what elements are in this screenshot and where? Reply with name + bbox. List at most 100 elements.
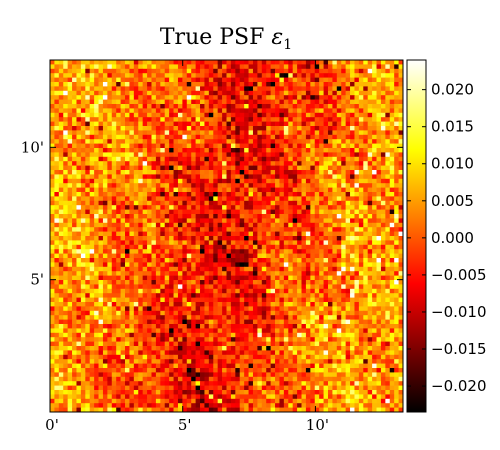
- heatmap-cell: [125, 214, 130, 219]
- heatmap-cell: [98, 64, 104, 70]
- heatmap-cell: [261, 244, 267, 250]
- heatmap-cell: [305, 306, 311, 312]
- heatmap-cell: [288, 60, 294, 65]
- heatmap-cell: [261, 288, 267, 294]
- heatmap-cell: [147, 253, 152, 259]
- heatmap-cell: [327, 271, 333, 276]
- heatmap-cell: [358, 240, 364, 246]
- heatmap-cell: [222, 90, 227, 96]
- heatmap-cell: [200, 183, 205, 188]
- heatmap-cell: [111, 284, 117, 290]
- heatmap-cell: [94, 73, 99, 78]
- heatmap-cell: [182, 218, 188, 224]
- heatmap-cell: [270, 148, 276, 153]
- heatmap-cell: [283, 108, 289, 114]
- heatmap-cell: [191, 302, 196, 307]
- heatmap-cell: [111, 275, 117, 281]
- heatmap-cell: [111, 231, 117, 237]
- heatmap-cell: [94, 227, 99, 232]
- heatmap-cell: [111, 324, 117, 329]
- heatmap-cell: [372, 293, 377, 298]
- heatmap-cell: [80, 90, 86, 96]
- heatmap-cell: [336, 227, 342, 232]
- heatmap-cell: [160, 200, 166, 206]
- heatmap-cell: [111, 218, 117, 224]
- heatmap-cell: [72, 253, 77, 259]
- heatmap-cell: [350, 117, 355, 122]
- heatmap-cell: [67, 293, 73, 298]
- heatmap-cell: [336, 183, 342, 188]
- heatmap-cell: [394, 152, 399, 158]
- heatmap-cell: [248, 68, 254, 74]
- heatmap-cell: [230, 86, 236, 92]
- heatmap-cell: [133, 99, 139, 105]
- heatmap-cell: [142, 99, 148, 105]
- heatmap-cell: [107, 60, 113, 65]
- heatmap-cell: [200, 86, 205, 92]
- heatmap-cell: [354, 222, 360, 228]
- heatmap-cell: [394, 161, 399, 166]
- heatmap-cell: [239, 112, 245, 118]
- heatmap-cell: [177, 192, 183, 197]
- heatmap-cell: [85, 240, 91, 246]
- heatmap-cell: [111, 148, 117, 153]
- heatmap-cell: [257, 297, 263, 303]
- heatmap-cell: [257, 82, 263, 87]
- heatmap-cell: [102, 284, 108, 290]
- heatmap-cell: [80, 156, 86, 162]
- heatmap-cell: [372, 227, 377, 232]
- heatmap-cell: [372, 222, 377, 228]
- heatmap-cell: [63, 108, 68, 114]
- heatmap-cell: [270, 174, 276, 180]
- heatmap-cell: [89, 200, 95, 206]
- heatmap-cell: [80, 284, 86, 290]
- heatmap-cell: [327, 73, 333, 78]
- heatmap-cell: [252, 271, 258, 276]
- heatmap-cell: [266, 99, 271, 105]
- heatmap-cell: [177, 183, 183, 188]
- heatmap-cell: [288, 134, 294, 140]
- heatmap-cell: [63, 306, 68, 312]
- heatmap-cell: [164, 293, 170, 298]
- heatmap-cell: [80, 293, 86, 298]
- heatmap-cell: [107, 200, 113, 206]
- heatmap-cell: [98, 192, 104, 197]
- heatmap-cell: [283, 165, 289, 171]
- heatmap-cell: [164, 262, 170, 268]
- heatmap-cell: [235, 64, 241, 70]
- heatmap-cell: [239, 227, 245, 232]
- heatmap-cell: [155, 196, 161, 202]
- heatmap-cell: [129, 178, 135, 184]
- heatmap-cell: [94, 82, 99, 87]
- heatmap-cell: [200, 126, 205, 131]
- heatmap-cell: [354, 86, 360, 92]
- heatmap-cell: [155, 73, 161, 78]
- heatmap-cell: [341, 95, 346, 100]
- heatmap-cell: [151, 280, 157, 285]
- heatmap-cell: [208, 134, 214, 140]
- heatmap-cell: [116, 315, 121, 320]
- heatmap-cell: [327, 82, 333, 87]
- heatmap-cell: [310, 222, 316, 228]
- heatmap-cell: [116, 324, 121, 329]
- heatmap-cell: [54, 244, 60, 250]
- heatmap-cell: [213, 214, 219, 219]
- heatmap-cell: [230, 121, 236, 127]
- heatmap-cell: [155, 139, 161, 144]
- heatmap-cell: [394, 214, 399, 219]
- heatmap-cell: [319, 73, 324, 78]
- heatmap-cell: [94, 165, 99, 171]
- heatmap-cell: [186, 64, 192, 70]
- heatmap-cell: [367, 161, 373, 166]
- heatmap-cell: [261, 258, 267, 263]
- heatmap-cell: [120, 121, 126, 127]
- heatmap-cell: [173, 319, 179, 325]
- heatmap-cell: [336, 240, 342, 246]
- heatmap-cell: [270, 280, 276, 285]
- heatmap-cell: [151, 310, 157, 316]
- heatmap-cell: [363, 130, 369, 136]
- heatmap-cell: [257, 192, 263, 197]
- heatmap-cell: [133, 112, 139, 118]
- heatmap-cell: [363, 258, 369, 263]
- heatmap-cell: [398, 165, 404, 171]
